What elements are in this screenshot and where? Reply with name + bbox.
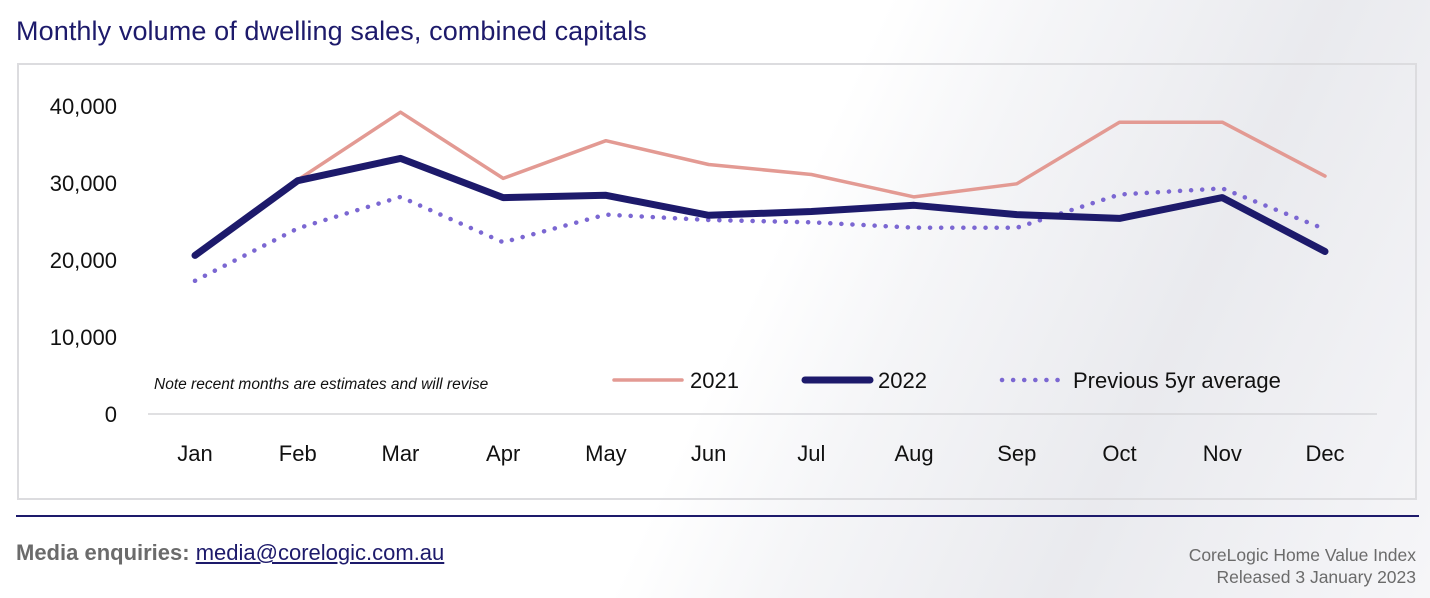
x-tick-label: Mar bbox=[382, 441, 420, 466]
footer-divider bbox=[16, 515, 1419, 517]
y-tick-label: 10,000 bbox=[50, 325, 117, 350]
legend-label: 2021 bbox=[690, 368, 739, 393]
estimate-note: Note recent months are estimates and wil… bbox=[154, 376, 489, 393]
x-tick-label: Jul bbox=[797, 441, 825, 466]
chart-svg: 0 10,000 20,000 30,000 40,000 Jan Feb Mar Apr Ma… bbox=[50, 94, 1377, 466]
y-tick-label: 40,000 bbox=[50, 94, 117, 119]
media-email-link[interactable]: media@corelogic.com.au bbox=[195, 540, 445, 565]
series-line-2022 bbox=[191, 154, 1329, 259]
y-tick-label: 30,000 bbox=[50, 171, 117, 196]
series-line-2021 bbox=[295, 110, 1327, 199]
x-tick-label: Jun bbox=[691, 441, 726, 466]
x-tick-label: Feb bbox=[279, 441, 317, 466]
source-info: CoreLogic Home Value Index Released 3 Ja… bbox=[1189, 544, 1416, 588]
y-tick-label: 20,000 bbox=[50, 248, 117, 273]
series-line-previous-5yr-average bbox=[192, 186, 1328, 284]
x-tick-label: Sep bbox=[997, 441, 1036, 466]
chart-frame bbox=[17, 63, 1417, 500]
legend-label: Previous 5yr average bbox=[1073, 368, 1281, 393]
x-tick-label: Nov bbox=[1203, 441, 1242, 466]
x-tick-label: Oct bbox=[1102, 441, 1136, 466]
media-enquiries: Media enquiries: media@corelogic.com.au bbox=[16, 540, 444, 566]
y-tick-label: 0 bbox=[105, 402, 117, 427]
media-label: Media enquiries: bbox=[16, 540, 190, 565]
series-group bbox=[191, 110, 1329, 284]
source-line-1: CoreLogic Home Value Index bbox=[1188, 545, 1416, 565]
x-tick-label: Aug bbox=[895, 441, 934, 466]
x-tick-label: Dec bbox=[1305, 441, 1344, 466]
x-tick-label: May bbox=[585, 441, 627, 466]
source-line-2: Released 3 January 2023 bbox=[1216, 567, 1416, 587]
x-tick-label: Apr bbox=[486, 441, 520, 466]
legend-label: 2022 bbox=[878, 368, 927, 393]
legend: 2021 2022 Previous 5yr average bbox=[612, 368, 1281, 393]
x-axis-ticks: Jan Feb Mar Apr May Jun Jul Aug Sep Oct Nov Dec bbox=[177, 441, 1344, 466]
x-tick-label: Jan bbox=[177, 441, 212, 466]
y-axis-ticks: 0 10,000 20,000 30,000 40,000 bbox=[50, 94, 117, 427]
chart-title: Monthly volume of dwelling sales, combin… bbox=[16, 16, 647, 46]
